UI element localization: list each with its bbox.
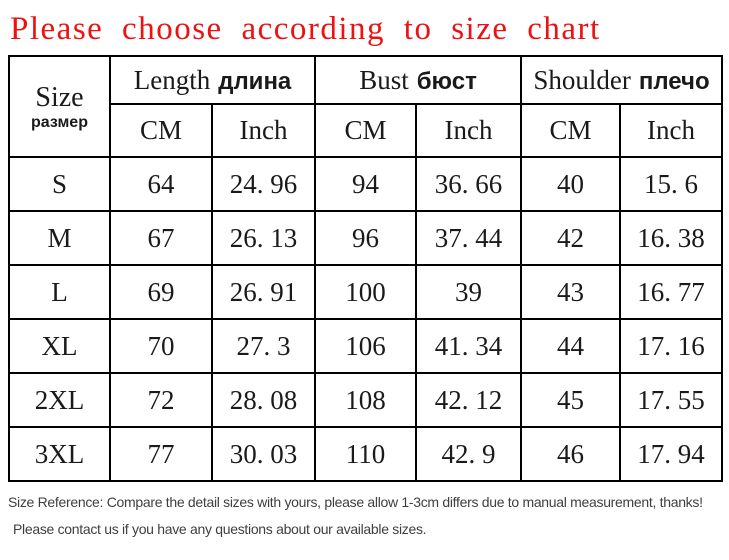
table-cell: 42 — [520, 210, 622, 266]
table-cell: 108 — [314, 372, 417, 428]
table-cell: 16. 38 — [619, 210, 724, 266]
table-cell: 100 — [314, 264, 417, 320]
unit-header-shoulder-inch: Inch — [619, 103, 724, 158]
page-title: Please choose according to size chart — [10, 11, 601, 47]
table-cell: 17. 55 — [619, 372, 724, 428]
unit-header-shoulder-cm: CM — [520, 103, 622, 158]
contact-note: Please contact us if you have any questi… — [13, 521, 427, 537]
table-cell: 42. 9 — [414, 426, 523, 482]
table-cell: 96 — [314, 210, 417, 266]
header-shoulder: Shoulder плечо — [520, 55, 724, 105]
table-cell: 67 — [109, 210, 213, 266]
table-cell: 27. 3 — [211, 318, 316, 374]
unit-header-bust-inch: Inch — [414, 103, 523, 158]
size-reference-note: Size Reference: Compare the detail sizes… — [8, 494, 703, 510]
table-unit-header-row: CM Inch CM Inch CM Inch — [9, 103, 724, 158]
size-label-cell: 3XL — [8, 426, 111, 482]
table-row-s: S 64 24. 96 94 36. 66 40 15. 6 — [8, 156, 724, 212]
header-bust-en: Bust — [359, 64, 409, 95]
size-label-cell: L — [8, 264, 111, 320]
unit-header-length-inch: Inch — [211, 103, 316, 158]
table-cell: 36. 66 — [414, 156, 523, 212]
table-cell: 17. 16 — [619, 318, 724, 374]
header-length-en: Length — [133, 64, 211, 95]
size-label-cell: 2XL — [8, 372, 111, 428]
header-size-en: Size — [35, 81, 84, 113]
header-shoulder-ru: плечо — [638, 67, 710, 95]
size-label-cell: XL — [8, 318, 111, 374]
unit-header-bust-cm: CM — [314, 103, 417, 158]
table-cell: 41. 34 — [414, 318, 523, 374]
table-cell: 28. 08 — [211, 372, 316, 428]
table-cell: 45 — [520, 372, 622, 428]
header-length: Length длина — [109, 55, 316, 105]
table-row-3xl: 3XL 77 30. 03 110 42. 9 46 17. 94 — [8, 426, 724, 482]
size-label-cell: M — [8, 210, 111, 266]
table-cell: 77 — [109, 426, 213, 482]
header-bust-ru: бюст — [416, 67, 477, 95]
unit-header-length-cm: CM — [109, 103, 213, 158]
table-cell: 17. 94 — [619, 426, 724, 482]
header-size-ru: размер — [31, 113, 88, 131]
table-cell: 30. 03 — [211, 426, 316, 482]
table-cell: 43 — [520, 264, 622, 320]
table-row-l: L 69 26. 91 100 39 43 16. 77 — [8, 264, 724, 320]
table-cell: 64 — [109, 156, 213, 212]
table-cell: 44 — [520, 318, 622, 374]
table-cell: 24. 96 — [211, 156, 316, 212]
table-cell: 94 — [314, 156, 417, 212]
size-label-cell: S — [8, 156, 111, 212]
table-cell: 70 — [109, 318, 213, 374]
footer-notes: Size Reference: Compare the detail sizes… — [8, 494, 723, 537]
table-cell: 16. 77 — [619, 264, 724, 320]
table-cell: 69 — [109, 264, 213, 320]
table-cell: 110 — [314, 426, 417, 482]
table-row-2xl: 2XL 72 28. 08 108 42. 12 45 17. 55 — [8, 372, 724, 428]
table-cell: 72 — [109, 372, 213, 428]
table-group-header-row: Size размер Length длина Bust бюст Shoulde… — [8, 55, 724, 158]
table-cell: 26. 91 — [211, 264, 316, 320]
header-size: Size размер — [8, 55, 111, 158]
table-cell: 106 — [314, 318, 417, 374]
table-cell: 39 — [414, 264, 523, 320]
header-length-ru: длина — [218, 67, 292, 95]
table-cell: 26. 13 — [211, 210, 316, 266]
header-bust: Bust бюст — [313, 55, 523, 105]
table-cell: 46 — [520, 426, 622, 482]
table-cell: 15. 6 — [619, 156, 724, 212]
table-cell: 37. 44 — [414, 210, 523, 266]
table-cell: 42. 12 — [414, 372, 523, 428]
table-row-m: M 67 26. 13 96 37. 44 42 16. 38 — [8, 210, 724, 266]
size-chart-table: Size размер Length длина Bust бюст Shoulde… — [8, 55, 724, 482]
table-row-xl: XL 70 27. 3 106 41. 34 44 17. 16 — [8, 318, 724, 374]
header-shoulder-en: Shoulder — [533, 64, 631, 95]
table-cell: 40 — [520, 156, 622, 212]
